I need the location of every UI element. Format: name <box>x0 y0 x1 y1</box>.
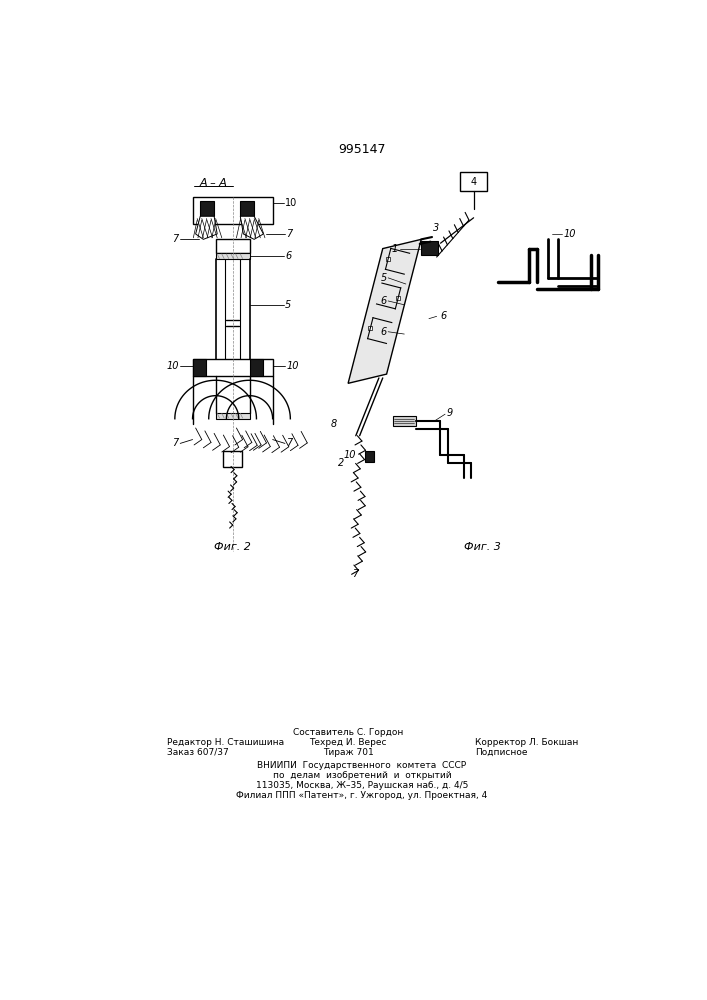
Bar <box>368 326 373 330</box>
Bar <box>250 359 264 376</box>
Text: ВНИИПИ  Государственного  комтета  СССР: ВНИИПИ Государственного комтета СССР <box>257 761 467 770</box>
Bar <box>216 413 250 419</box>
Bar <box>365 451 374 462</box>
Text: 6: 6 <box>285 251 291 261</box>
Text: 7: 7 <box>173 234 179 244</box>
Bar <box>460 172 487 191</box>
Text: Подписное: Подписное <box>475 748 527 757</box>
Text: 8: 8 <box>330 419 337 429</box>
Text: Редактор Н. Сташишина: Редактор Н. Сташишина <box>167 738 284 747</box>
Text: 10: 10 <box>563 229 576 239</box>
Text: Тираж 701: Тираж 701 <box>322 748 373 757</box>
Text: 113035, Москва, Ж–35, Раушская наб., д. 4/5: 113035, Москва, Ж–35, Раушская наб., д. … <box>256 781 468 790</box>
Text: 7: 7 <box>286 438 293 448</box>
Bar <box>393 416 416 426</box>
Text: Корректор Л. Бокшан: Корректор Л. Бокшан <box>475 738 578 747</box>
Bar <box>192 359 206 376</box>
Bar <box>192 359 273 376</box>
Text: по  делам  изобретений  и  открытий: по делам изобретений и открытий <box>273 771 451 780</box>
Polygon shape <box>196 216 217 239</box>
Text: 5: 5 <box>285 300 291 310</box>
Bar <box>216 253 250 259</box>
Bar <box>223 451 242 466</box>
Text: 7: 7 <box>352 569 358 579</box>
Text: Фиг. 2: Фиг. 2 <box>214 542 251 552</box>
Text: 10: 10 <box>286 361 299 371</box>
Text: 6: 6 <box>440 311 447 321</box>
Polygon shape <box>348 239 421 383</box>
Text: 4: 4 <box>471 177 477 187</box>
Text: 2: 2 <box>338 458 344 468</box>
Text: 7: 7 <box>286 229 293 239</box>
Bar <box>396 296 400 300</box>
Bar <box>192 197 273 224</box>
Bar <box>216 239 250 253</box>
Text: Техред И. Верес: Техред И. Верес <box>310 738 387 747</box>
Bar <box>386 257 390 261</box>
Text: 10: 10 <box>166 361 179 371</box>
Text: A – A: A – A <box>199 178 227 188</box>
Text: 6: 6 <box>380 296 387 306</box>
Text: 3: 3 <box>433 223 439 233</box>
Text: 1: 1 <box>392 244 398 254</box>
Text: Филиал ППП «Патент», г. Ужгород, ул. Проектная, 4: Филиал ППП «Патент», г. Ужгород, ул. Про… <box>236 791 488 800</box>
Polygon shape <box>240 216 264 239</box>
Bar <box>240 201 254 216</box>
Bar <box>421 241 438 255</box>
Text: 10: 10 <box>344 450 356 460</box>
Text: Заказ 607/37: Заказ 607/37 <box>167 748 229 757</box>
Bar <box>200 201 214 216</box>
Text: 7: 7 <box>173 438 179 448</box>
Text: 6: 6 <box>380 327 387 337</box>
Text: 10: 10 <box>285 198 297 208</box>
Text: Фиг. 3: Фиг. 3 <box>464 542 501 552</box>
Text: 995147: 995147 <box>338 143 386 156</box>
Text: Составитель С. Гордон: Составитель С. Гордон <box>293 728 403 737</box>
Text: 9: 9 <box>447 408 453 418</box>
Text: 5: 5 <box>380 273 387 283</box>
